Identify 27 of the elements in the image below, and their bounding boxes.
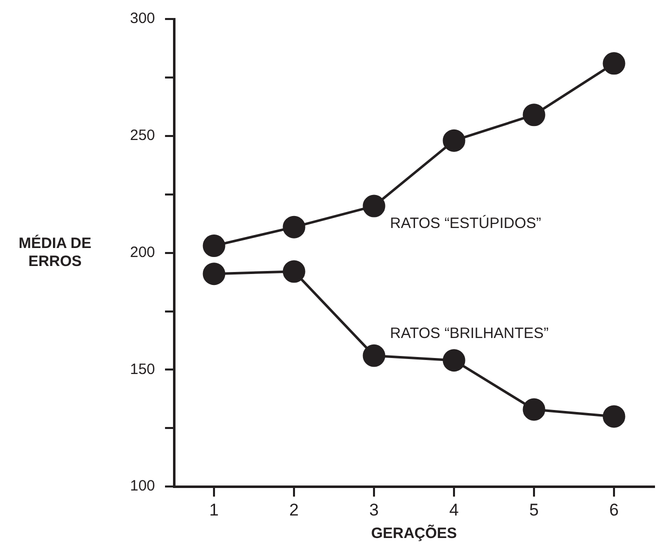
series-label: RATOS “ESTÚPIDOS” [390,214,542,232]
y-tick-label: 100 [130,478,156,495]
x-axis-title: GERAÇÕES [371,524,457,542]
y-tick-label: 200 [130,244,156,261]
point [602,52,626,75]
point [282,260,306,283]
x-tick-label: 2 [289,500,299,520]
point [362,194,386,218]
point [202,234,226,258]
x-tick-label: 4 [449,500,459,520]
y-tick-label: 300 [130,10,156,28]
x-tick-label: 6 [609,500,619,520]
y-tick-label: 250 [130,127,156,144]
point [442,349,466,372]
point [602,405,626,428]
point [522,398,546,421]
x-tick-label: 3 [369,500,379,520]
y-tick-label: 150 [130,360,156,378]
x-tick-label: 5 [529,500,539,520]
point [362,344,386,367]
series-label: RATOS “BRILHANTES” [390,324,549,342]
point [282,216,306,238]
point [202,262,226,286]
point [522,104,546,126]
y-axis-title: MÉDIA DE ERROS [18,234,92,270]
point [442,129,466,152]
x-tick-label: 1 [209,500,219,520]
